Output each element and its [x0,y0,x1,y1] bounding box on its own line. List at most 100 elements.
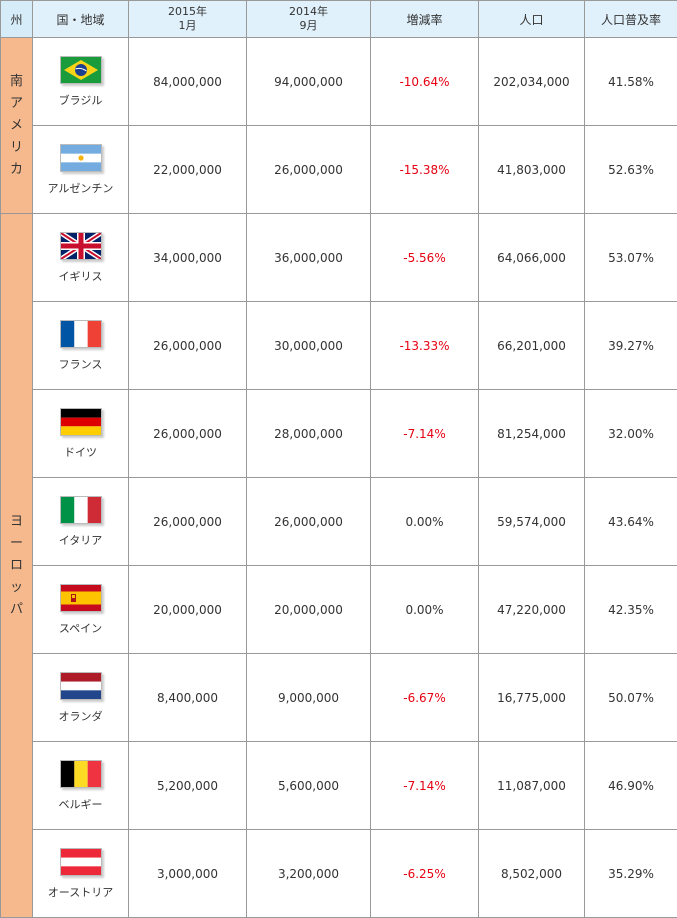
penetration-rate: 43.64% [584,477,677,566]
header-change: 増減率 [370,0,479,38]
netherlands-flag-icon [59,671,102,700]
population: 11,087,000 [478,741,585,830]
region-char: ヨ [9,513,23,529]
germany-flag-icon [59,407,102,436]
uk-flag-icon [59,231,102,260]
country-name: オランダ [58,709,103,723]
value-2015: 26,000,000 [128,477,247,566]
spain-flag-icon [59,583,102,612]
population: 59,574,000 [478,477,585,566]
table-row: 南 ア メ リ カ ブラジル 84,000,000 94,000,000 -10… [0,37,677,214]
value-2014: 28,000,000 [246,389,371,478]
header-population: 人口 [478,0,585,38]
value-2015: 84,000,000 [128,37,247,126]
change-rate: -6.67% [370,653,479,742]
region-char: ッ [9,579,23,595]
change-rate: -5.56% [370,213,479,302]
penetration-rate: 53.07% [584,213,677,302]
value-2014: 20,000,000 [246,565,371,654]
austria-flag-icon [59,847,102,876]
country-cell: ドイツ [32,389,129,478]
value-2014: 30,000,000 [246,301,371,390]
region-char: ロ [9,557,23,573]
penetration-rate: 32.00% [584,389,677,478]
country-name: ブラジル [58,93,103,107]
table-row: オランダ 8,400,000 9,000,000 -6.67% 16,775,0… [1,653,677,742]
value-2014: 94,000,000 [246,37,371,126]
region-char: ア [9,95,23,111]
france-flag-icon [59,319,102,348]
country-cell: ブラジル [32,37,129,126]
value-2014: 26,000,000 [246,477,371,566]
population: 81,254,000 [478,389,585,478]
table-row: スペイン 20,000,000 20,000,000 0.00% 47,220,… [1,565,677,654]
header-2014: 2014年 9月 [246,0,371,38]
region-char: パ [9,601,23,617]
value-2015: 26,000,000 [128,389,247,478]
country-name: フランス [58,357,103,371]
penetration-rate: 39.27% [584,301,677,390]
population: 64,066,000 [478,213,585,302]
population: 8,502,000 [478,829,585,918]
header-2014-month: 9月 [299,19,318,32]
header-2014-year: 2014年 [289,5,328,18]
header-2015-month: 1月 [178,19,197,32]
country-name: ドイツ [64,445,97,459]
table-row: フランス 26,000,000 30,000,000 -13.33% 66,20… [1,301,677,390]
header-2015-year: 2015年 [168,5,207,18]
change-rate: -10.64% [370,37,479,126]
value-2015: 20,000,000 [128,565,247,654]
value-2015: 3,000,000 [128,829,247,918]
change-rate: -13.33% [370,301,479,390]
table-row: ドイツ 26,000,000 28,000,000 -7.14% 81,254,… [1,389,677,478]
population: 47,220,000 [478,565,585,654]
value-2015: 26,000,000 [128,301,247,390]
belgium-flag-icon [59,759,102,788]
country-cell: イタリア [32,477,129,566]
header-penetration: 人口普及率 [584,0,677,38]
penetration-rate: 46.90% [584,741,677,830]
region-char: カ [9,161,23,177]
change-rate: -7.14% [370,389,479,478]
penetration-rate: 35.29% [584,829,677,918]
country-name: ベルギー [58,797,103,811]
table-row: ベルギー 5,200,000 5,600,000 -7.14% 11,087,0… [1,741,677,830]
region-char: メ [9,117,23,133]
population: 66,201,000 [478,301,585,390]
header-row: 州 国・地域 2015年 1月 2014年 9月 増減率 人口 人口普及率 [0,0,677,38]
country-name: イタリア [58,533,103,547]
penetration-rate: 42.35% [584,565,677,654]
penetration-rate: 52.63% [584,125,677,214]
country-cell: イギリス [32,213,129,302]
population: 41,803,000 [478,125,585,214]
value-2014: 26,000,000 [246,125,371,214]
change-rate: 0.00% [370,477,479,566]
table-row: アルゼンチン 22,000,000 26,000,000 -15.38% 41,… [1,125,677,214]
table-row: オーストリア 3,000,000 3,200,000 -6.25% 8,502,… [1,829,677,918]
change-rate: 0.00% [370,565,479,654]
brazil-flag-icon [59,55,102,84]
argentina-flag-icon [59,143,102,172]
country-cell: ベルギー [32,741,129,830]
country-cell: フランス [32,301,129,390]
change-rate: -15.38% [370,125,479,214]
country-name: スペイン [58,621,103,635]
value-2015: 22,000,000 [128,125,247,214]
penetration-rate: 50.07% [584,653,677,742]
value-2014: 36,000,000 [246,213,371,302]
change-rate: -6.25% [370,829,479,918]
region-south-america: 南 ア メ リ カ [0,37,33,214]
region-europe: ヨ ー ロ ッ パ [0,213,33,918]
value-2014: 3,200,000 [246,829,371,918]
value-2014: 5,600,000 [246,741,371,830]
value-2014: 9,000,000 [246,653,371,742]
penetration-rate: 41.58% [584,37,677,126]
country-cell: オランダ [32,653,129,742]
region-char: リ [9,139,23,155]
header-region: 州 [0,0,33,38]
population: 202,034,000 [478,37,585,126]
value-2015: 8,400,000 [128,653,247,742]
country-name: オーストリア [47,885,114,899]
country-name: イギリス [58,269,103,283]
